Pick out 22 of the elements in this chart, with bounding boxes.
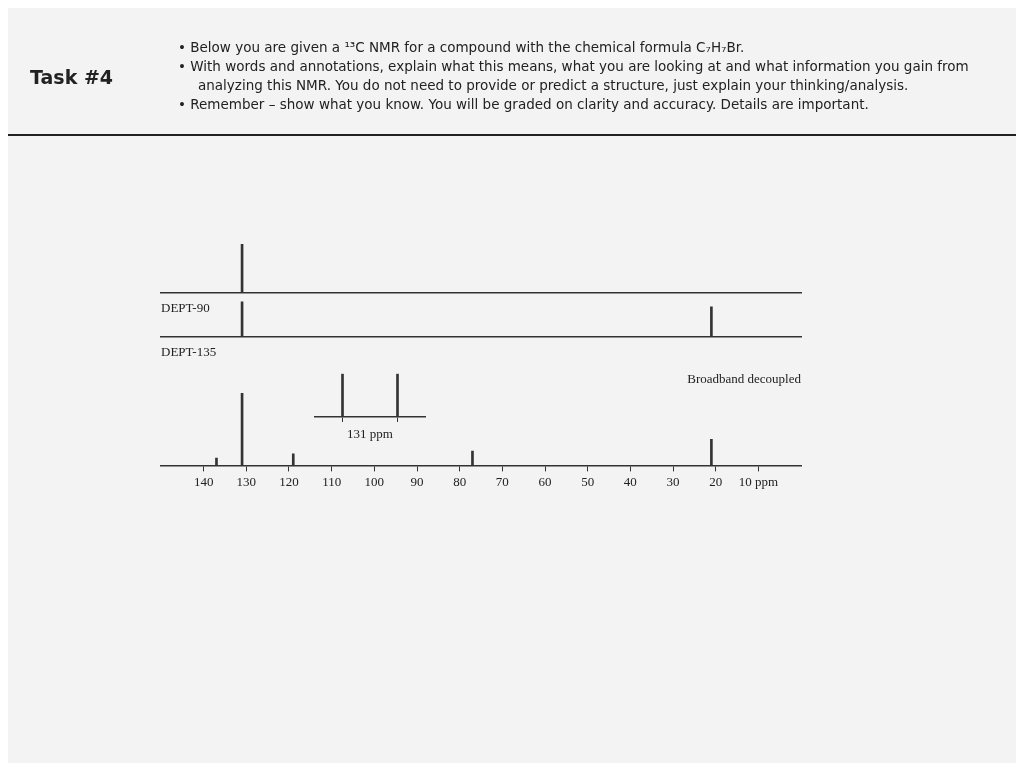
text: Task #4 — [30, 66, 114, 88]
x-tick-label: 130 — [236, 473, 257, 489]
x-tick-label: 90 — [410, 473, 424, 489]
x-tick-label: 60 — [538, 473, 552, 489]
text: • With words and annotations, explain what this means, what you are looking at and what information you gain from analyzing this NMR. You do not need to provide or predict a structure, just explain your thinking/analysis. — [178, 57, 970, 95]
x-tick-label: 70 — [495, 473, 509, 489]
x-tick-label: 20 — [709, 473, 723, 489]
x-tick-label: 100 — [364, 473, 385, 489]
x-tick-label: 140 — [193, 473, 214, 489]
chart-title: Broadband decoupled — [687, 371, 802, 387]
text: DEPT-135 — [161, 343, 217, 359]
x-tick-label: 120 — [279, 473, 299, 489]
annotation: 131 ppm — [347, 426, 393, 441]
x-tick-label: 10 ppm — [738, 473, 779, 489]
x-tick-label: 50 — [581, 473, 595, 489]
x-tick-label: 80 — [453, 473, 467, 489]
text: • Below you are given a ¹³C NMR for a compound with the chemical formula C₇H₇Br. — [178, 38, 746, 57]
x-tick-label: 40 — [623, 473, 637, 489]
text: DEPT-90 — [161, 299, 210, 315]
x-tick-label: 110 — [322, 473, 342, 489]
text: • Remember – show what you know. You will be graded on clarity and accuracy. Details are important. — [178, 95, 870, 114]
x-tick-label: 30 — [666, 473, 680, 489]
